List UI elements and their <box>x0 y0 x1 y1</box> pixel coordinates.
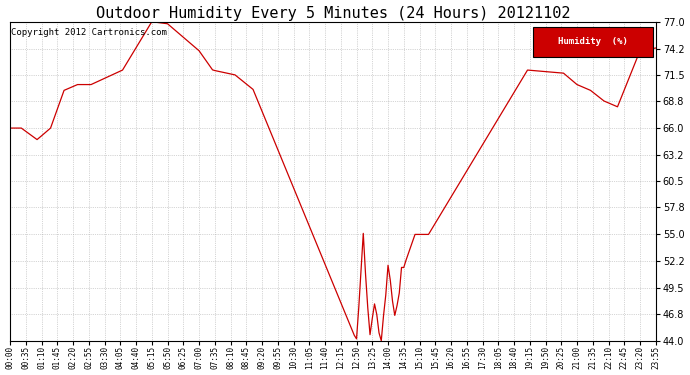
Text: Humidity  (%): Humidity (%) <box>558 37 628 46</box>
Text: Copyright 2012 Cartronics.com: Copyright 2012 Cartronics.com <box>11 28 167 37</box>
FancyBboxPatch shape <box>533 27 653 57</box>
Title: Outdoor Humidity Every 5 Minutes (24 Hours) 20121102: Outdoor Humidity Every 5 Minutes (24 Hou… <box>96 6 570 21</box>
